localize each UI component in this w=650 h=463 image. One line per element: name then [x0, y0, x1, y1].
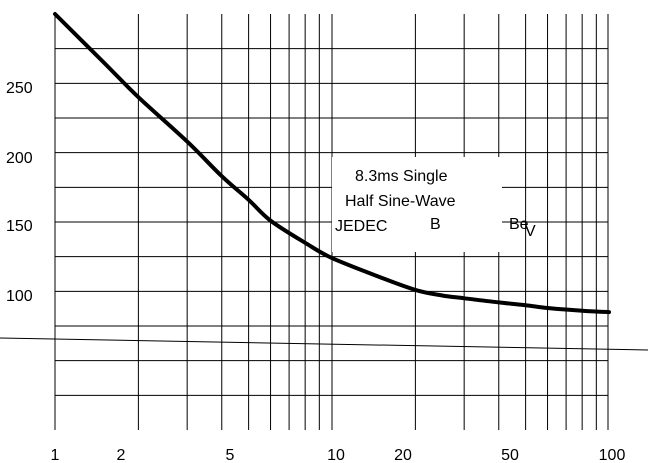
x-tick-label-1: 1 — [51, 447, 60, 463]
x-tick-label-50: 50 — [501, 447, 519, 463]
annotation-label-v: V — [525, 223, 536, 240]
x-tick-label-100: 100 — [599, 447, 626, 463]
annotation-box: 8.3ms Single Half Sine-Wave JEDEC B Be V — [332, 157, 536, 252]
x-tick-label-5: 5 — [226, 447, 235, 463]
annotation-line-1: 8.3ms Single — [355, 168, 448, 185]
x-tick-label-20: 20 — [394, 447, 412, 463]
y-tick-label-150: 150 — [6, 218, 33, 235]
x-tick-label-2: 2 — [117, 447, 126, 463]
x-tick-label-10: 10 — [327, 447, 345, 463]
y-tick-label-250: 250 — [6, 80, 33, 97]
annotation-box-background — [332, 157, 502, 252]
x-tick-labels: 1 2 5 10 20 50 100 — [51, 447, 626, 463]
annotation-label-b: B — [430, 216, 441, 233]
annotation-line-2: Half Sine-Wave — [345, 193, 456, 210]
surge-curve-line — [53, 12, 611, 315]
stray-diagonal-line — [0, 337, 649, 351]
grid-lines — [54, 14, 609, 430]
y-tick-label-200: 200 — [6, 150, 33, 167]
y-tick-labels: 250 200 150 100 — [6, 80, 33, 305]
annotation-label-be: Be — [509, 216, 529, 233]
y-tick-label-100: 100 — [6, 288, 33, 305]
annotation-line-3: JEDEC — [335, 218, 387, 235]
